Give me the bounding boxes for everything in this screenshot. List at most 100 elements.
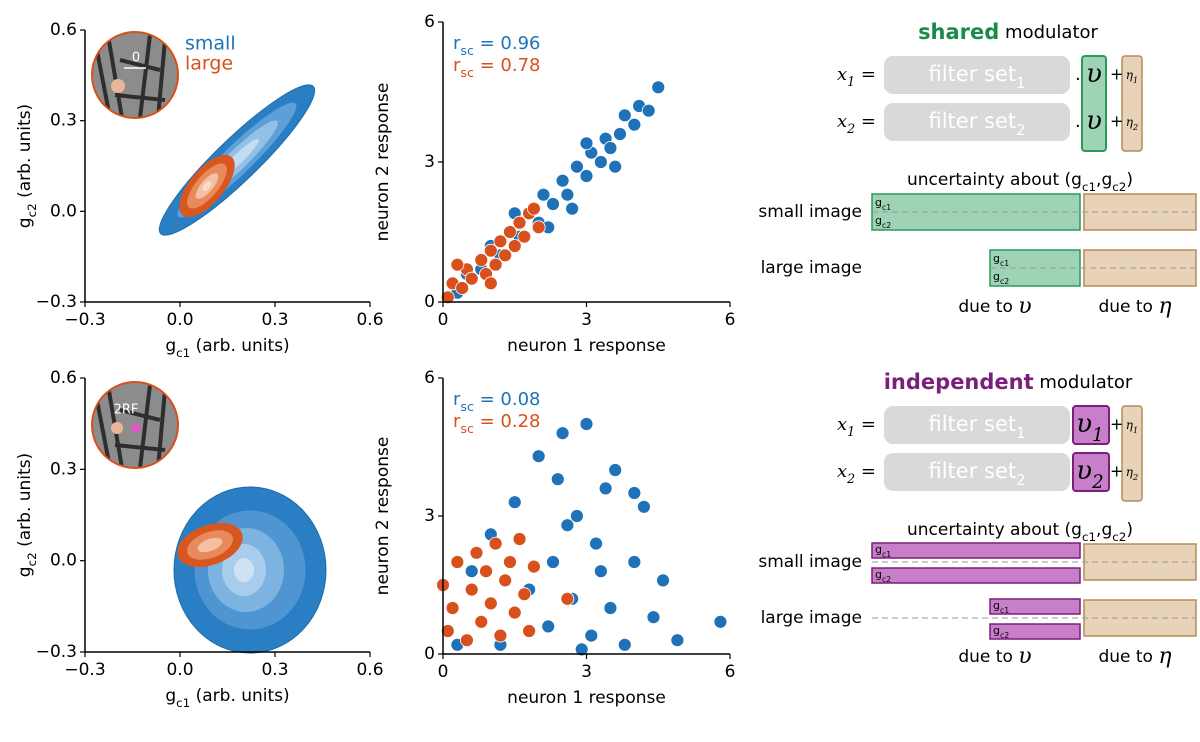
scatter-point	[498, 248, 513, 263]
noise-uncertainty	[1083, 543, 1197, 581]
uncertainty-title-part: uncertainty about (g	[907, 170, 1082, 190]
x-tick-label: −0.3	[64, 660, 105, 680]
y-axis-label-part: g	[15, 217, 35, 228]
uncertainty-title-part: )	[1126, 520, 1133, 540]
uncertainty-title: uncertainty about (gc1,gc2)	[907, 520, 1133, 544]
inset-rf	[111, 422, 123, 434]
y-tick-label: 0	[424, 644, 435, 664]
scatter-point	[579, 417, 594, 431]
x-tick-label: 3	[581, 310, 592, 330]
noise-symbol-sub: 1	[1133, 75, 1138, 85]
inset-rf	[111, 79, 125, 93]
y-axis-label: gc2 (arb. units)	[15, 453, 39, 577]
correlation-label: rsc = 0.96	[453, 33, 541, 58]
y-tick-label: 0.3	[50, 459, 77, 479]
row-label: small image	[758, 202, 862, 222]
scatter-point	[584, 628, 599, 643]
y-axis-label-part: neuron 2 response	[373, 83, 393, 242]
noise-symbol-part: η	[1126, 418, 1134, 432]
modulator-symbol-part: υ	[1086, 59, 1102, 89]
y-tick-label: 0.6	[50, 20, 77, 40]
scatter-point	[593, 155, 608, 169]
x-axis-label-sub: c1	[176, 346, 190, 360]
y-axis-label-sub: c2	[25, 203, 39, 217]
filter-label-part: filter set	[929, 109, 1017, 133]
scatter-point	[507, 495, 522, 510]
scatter-point	[555, 426, 570, 441]
bar-label-part: g	[875, 543, 882, 556]
scatter-point	[627, 555, 642, 569]
filter-label-sub: 1	[1016, 75, 1025, 92]
scatter-point	[464, 582, 479, 597]
noise-symbol: η2	[1126, 465, 1139, 482]
filter-label: filter set2	[929, 109, 1026, 139]
legend-entry: small	[185, 33, 236, 55]
scatter-point	[483, 243, 498, 258]
bar-label: gc2	[875, 568, 891, 584]
bar-label: gc2	[875, 214, 891, 230]
scatter-point	[493, 628, 508, 643]
modulator-symbol-part: υ	[1076, 409, 1092, 439]
bar-label-sub: c2	[882, 221, 891, 230]
due-text: due to	[1098, 297, 1158, 317]
modulator-symbol: υ2	[1076, 456, 1103, 493]
filter-box	[884, 103, 1070, 141]
scatter-point	[598, 481, 613, 496]
uncertainty-title-part: uncertainty about (g	[907, 520, 1082, 540]
scatter-point	[637, 499, 651, 514]
noise-symbol-sub: 2	[1132, 122, 1138, 132]
noise-symbol: η1	[1126, 418, 1139, 435]
scatter-point	[641, 103, 656, 118]
title-rest: modulator	[999, 22, 1098, 43]
correlation-label-sub: sc	[460, 421, 474, 436]
x-axis-label: neuron 1 response	[507, 336, 666, 356]
y-axis-label: neuron 2 response	[373, 437, 393, 596]
modulator-box	[1072, 452, 1110, 492]
y-axis-label-part: neuron 2 response	[373, 437, 393, 596]
due-label: due to η	[1098, 644, 1171, 669]
filter-label-part: filter set	[929, 62, 1017, 86]
scatter-point	[483, 276, 498, 291]
noise-symbol-part: η	[1126, 115, 1134, 129]
y-tick-label: 0.6	[50, 368, 77, 388]
y-axis-label-part: g	[15, 566, 35, 577]
x-tick-label: 0.6	[356, 660, 383, 680]
due-text: due to	[1098, 647, 1158, 667]
noise-symbol-part: η	[1126, 465, 1134, 479]
correlation-label-part: = 0.28	[474, 411, 541, 432]
scatter-point	[450, 555, 465, 569]
scatter-point	[593, 564, 608, 579]
scatter-point	[479, 564, 493, 579]
correlation-label-part: r	[453, 389, 461, 410]
scatter-point	[613, 127, 627, 141]
y-tick-label: 0	[424, 292, 435, 312]
filter-box	[884, 453, 1070, 491]
modulator-symbol: υ1	[1076, 409, 1103, 446]
contour	[234, 558, 254, 582]
diagram-title: shared modulator	[918, 20, 1098, 44]
scatter-point	[570, 159, 584, 174]
noise-uncertainty	[1083, 193, 1197, 231]
scatter-point	[560, 187, 575, 202]
scatter-point	[512, 532, 527, 546]
scatter-point	[460, 633, 474, 648]
scatter-point	[608, 463, 623, 477]
equation-dot: .	[1075, 111, 1081, 132]
bar-label-part: g	[993, 270, 1000, 283]
x-axis-label: gc1 (arb. units)	[165, 336, 289, 360]
modulator-uncertainty	[989, 623, 1081, 640]
equation-plus: +	[1110, 415, 1123, 434]
due-text: due to	[958, 297, 1018, 317]
due-symbol: υ	[1018, 294, 1031, 319]
bar-label-sub: c2	[882, 575, 891, 584]
scatter-point	[603, 141, 618, 155]
contour	[197, 537, 223, 553]
uncertainty-title-part: )	[1126, 170, 1133, 190]
y-tick-label: 6	[424, 368, 435, 388]
y-tick-label: 6	[424, 12, 435, 32]
y-tick-label: 3	[424, 506, 435, 526]
x-axis-label-part: (arb. units)	[190, 686, 289, 706]
bar-label-sub: c2	[1000, 277, 1009, 286]
inset-image: 2RF	[91, 381, 179, 469]
